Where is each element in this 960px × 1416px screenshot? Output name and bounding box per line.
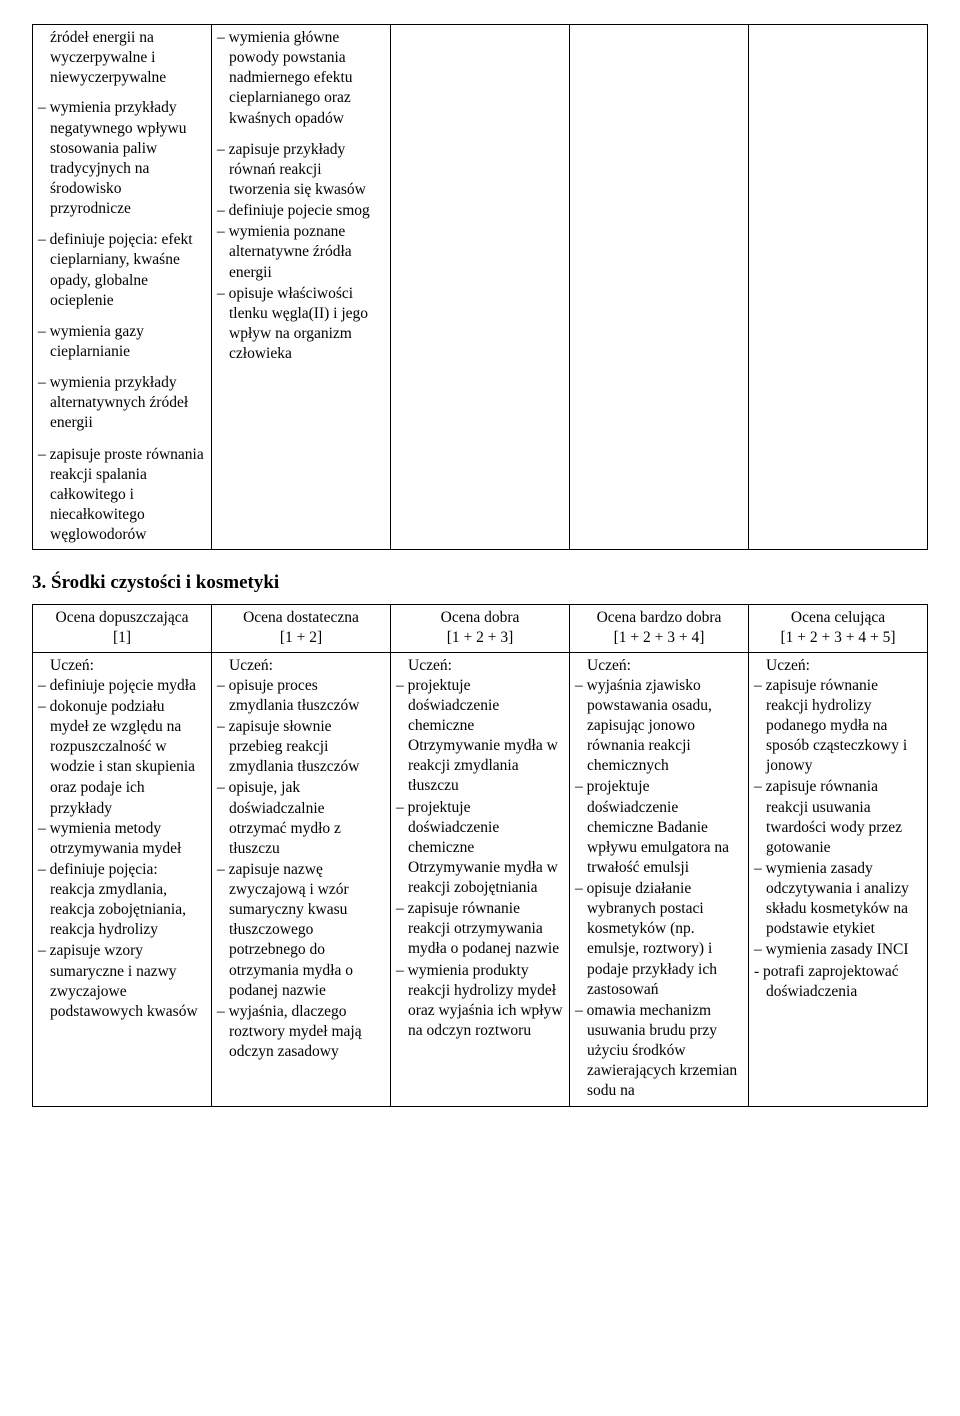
header-col-3: Ocena bardzo dobra[1 + 2 + 3 + 4] bbox=[570, 605, 749, 652]
header-col-2: Ocena dobra[1 + 2 + 3] bbox=[391, 605, 570, 652]
cell-col-0: źródeł energii na wyczerpywalne i niewyc… bbox=[33, 25, 212, 550]
criteria-table-continuation: źródeł energii na wyczerpywalne i niewyc… bbox=[32, 24, 928, 550]
cell-col-2: Uczeń:– projektuje doświadczenie chemicz… bbox=[391, 652, 570, 1106]
cell-col-1: – wymienia główne powody powstania nadmi… bbox=[212, 25, 391, 550]
criteria-table-section3: Ocena dopuszczająca[1] Ocena dostateczna… bbox=[32, 604, 928, 1106]
cell-col-3 bbox=[570, 25, 749, 550]
table-row: Uczeń:– definiuje pojęcie mydła– dokonuj… bbox=[33, 652, 928, 1106]
cell-col-3: Uczeń:– wyjaśnia zjawisko powstawania os… bbox=[570, 652, 749, 1106]
header-col-4: Ocena celująca[1 + 2 + 3 + 4 + 5] bbox=[749, 605, 928, 652]
cell-col-1: Uczeń:– opisuje proces zmydlania tłuszcz… bbox=[212, 652, 391, 1106]
cell-col-4 bbox=[749, 25, 928, 550]
cell-col-2 bbox=[391, 25, 570, 550]
table-row: źródeł energii na wyczerpywalne i niewyc… bbox=[33, 25, 928, 550]
cell-col-4: Uczeń:– zapisuje równanie reakcji hydrol… bbox=[749, 652, 928, 1106]
header-col-1: Ocena dostateczna[1 + 2] bbox=[212, 605, 391, 652]
header-col-0: Ocena dopuszczająca[1] bbox=[33, 605, 212, 652]
cell-col-0: Uczeń:– definiuje pojęcie mydła– dokonuj… bbox=[33, 652, 212, 1106]
section-heading: 3. Środki czystości i kosmetyki bbox=[32, 572, 928, 594]
table-header-row: Ocena dopuszczająca[1] Ocena dostateczna… bbox=[33, 605, 928, 652]
